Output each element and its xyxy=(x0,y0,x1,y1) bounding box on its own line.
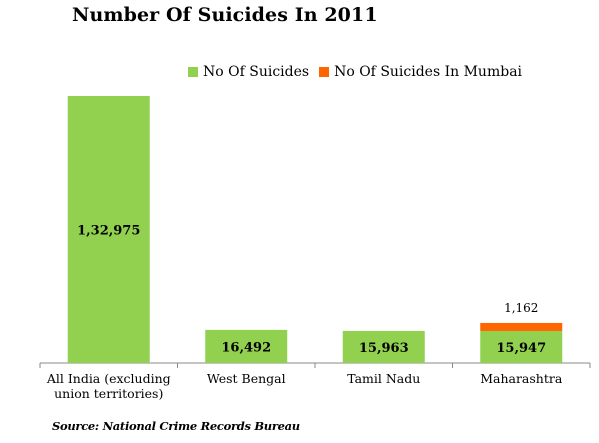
legend-label-mumbai: No Of Suicides In Mumbai xyxy=(334,64,523,80)
bar-suicides xyxy=(205,329,288,363)
category-label: union territories) xyxy=(54,386,163,401)
category-label: All India (excluding xyxy=(46,371,171,386)
source-note: Source: National Crime Records Bureau xyxy=(52,419,300,433)
category-label: West Bengal xyxy=(207,371,286,386)
bar-suicides xyxy=(67,96,150,363)
legend: No Of Suicides No Of Suicides In Mumbai xyxy=(188,64,532,80)
legend-label-suicides: No Of Suicides xyxy=(203,64,310,80)
data-label-mumbai: 1,162 xyxy=(504,301,538,315)
data-label-suicides: 15,963 xyxy=(359,341,409,356)
legend-swatch-mumbai xyxy=(319,67,330,77)
legend-swatch-suicides xyxy=(188,67,198,77)
bar-suicides xyxy=(480,330,563,363)
legend-item-mumbai: No Of Suicides In Mumbai xyxy=(319,64,522,80)
category-label: Tamil Nadu xyxy=(347,371,420,386)
legend-item-suicides: No Of Suicides xyxy=(188,64,309,80)
bar-mumbai xyxy=(480,322,563,331)
chart-title: Number Of Suicides In 2011 xyxy=(72,4,378,26)
bar-suicides xyxy=(342,330,425,363)
data-label-suicides: 15,947 xyxy=(496,341,546,356)
data-label-suicides: 1,32,975 xyxy=(77,224,140,239)
category-label: Maharashtra xyxy=(480,371,563,386)
data-label-suicides: 16,492 xyxy=(221,340,271,355)
